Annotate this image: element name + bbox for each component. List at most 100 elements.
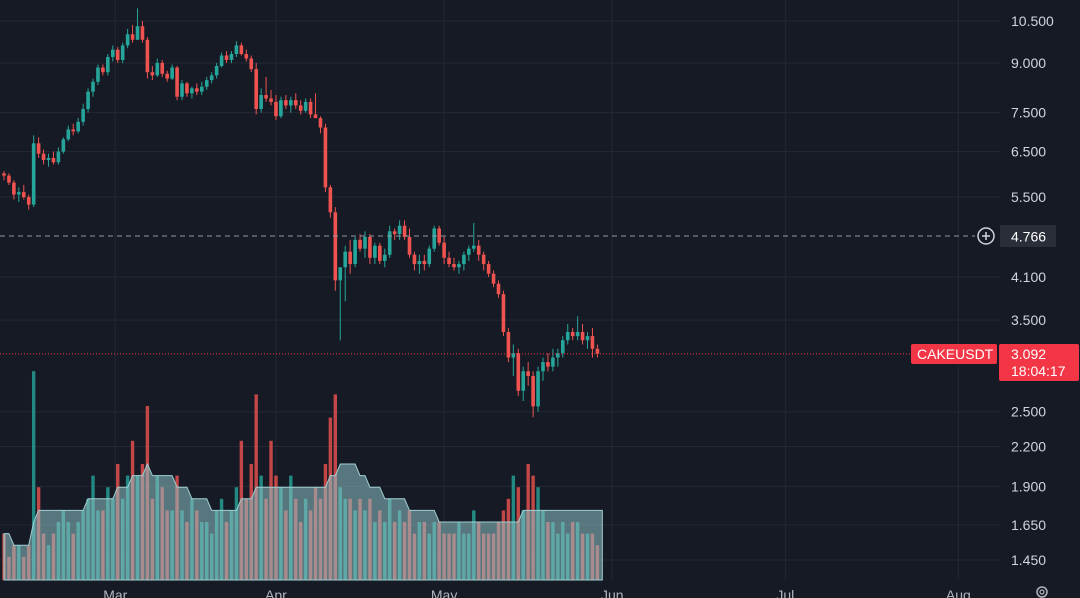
gear-icon[interactable] <box>1036 586 1048 598</box>
time-tick-label: Jul <box>776 587 794 598</box>
price-tick-label: 7.500 <box>1011 105 1046 121</box>
candle-body <box>46 157 51 161</box>
candle-body <box>170 67 174 79</box>
last-price-label: 3.092 <box>1011 346 1046 362</box>
candle-body <box>71 129 76 132</box>
candle-body <box>348 251 352 265</box>
time-tick-label: Aug <box>946 587 971 598</box>
candle-body <box>279 100 283 117</box>
candle-body <box>551 357 555 367</box>
crosshair-tag-bg <box>1000 225 1056 247</box>
candle-body <box>452 264 456 268</box>
candle-body <box>115 49 120 60</box>
candle-body <box>110 49 115 57</box>
candle-body <box>358 239 362 249</box>
candle-body <box>66 129 71 140</box>
candle-body <box>145 39 150 73</box>
candle-body <box>140 26 145 40</box>
candle-body <box>274 101 278 117</box>
candle-body <box>244 54 249 59</box>
candle-body <box>293 100 298 106</box>
candle-body <box>531 376 535 407</box>
candle-body <box>96 67 100 82</box>
candle-body <box>224 55 229 60</box>
candle-body <box>264 95 268 99</box>
candle-body <box>106 56 110 73</box>
candle-body <box>407 236 412 255</box>
time-tick-label: Apr <box>265 587 287 598</box>
candle-body <box>442 242 446 258</box>
candle-body <box>175 67 179 97</box>
candle-body <box>476 245 481 255</box>
candle-body <box>318 118 323 128</box>
candle-body <box>2 173 6 176</box>
candle-body <box>368 236 372 258</box>
candle-body <box>378 245 382 261</box>
candle-body <box>536 371 540 407</box>
candle-body <box>200 86 204 92</box>
time-axis[interactable]: Mar Apr May Jun Jul Aug <box>103 587 971 598</box>
candle-body <box>219 55 224 67</box>
candle-body <box>382 254 387 261</box>
time-tick-label: May <box>431 587 457 598</box>
candle-body <box>190 88 194 94</box>
candle-body <box>560 340 565 354</box>
candle-body <box>120 45 125 60</box>
candle-body <box>481 254 486 265</box>
candle-body <box>298 105 303 111</box>
candle-body <box>580 332 585 341</box>
candle-body <box>204 80 209 87</box>
plus-circle-icon[interactable] <box>977 227 995 245</box>
candle-body <box>36 143 41 154</box>
candle-body <box>496 283 501 295</box>
candlesticks <box>2 8 600 418</box>
last-price-tag-bg <box>999 344 1079 381</box>
candle-body <box>51 157 56 163</box>
candle-body <box>467 248 471 255</box>
candle-body <box>180 83 184 97</box>
candle-body <box>486 264 491 274</box>
candle-body <box>338 267 343 281</box>
candle-body <box>81 108 85 122</box>
candle-body <box>17 192 21 195</box>
price-tick-label: 3.500 <box>1011 312 1046 328</box>
crosshair-price-tag: 4.766 <box>1000 225 1056 247</box>
price-axis[interactable]: 10.500 9.000 7.500 6.500 5.500 4.100 3.500 2.50… <box>1011 13 1054 568</box>
candle-body <box>234 45 239 55</box>
price-tick-label: 9.000 <box>1011 55 1046 71</box>
price-tick-label: 2.500 <box>1011 404 1046 420</box>
candle-body <box>575 332 580 337</box>
candle-body <box>565 332 570 341</box>
candle-body <box>284 100 288 106</box>
candle-body <box>392 231 397 235</box>
candle-body <box>516 353 521 391</box>
price-tick-label: 5.500 <box>1011 189 1046 205</box>
candle-body <box>412 254 417 265</box>
candle-body <box>402 225 407 237</box>
candle-body <box>76 121 80 132</box>
symbol-price-tag: CAKEUSDT 3.092 18:04:17 <box>911 344 1079 381</box>
symbol-label: CAKEUSDT <box>917 346 994 362</box>
candle-body <box>41 153 46 161</box>
candle-body <box>308 101 313 115</box>
candle-body <box>417 260 422 265</box>
candle-body <box>457 264 461 268</box>
time-tick-label: Mar <box>103 587 127 598</box>
candle-body <box>209 75 214 81</box>
add-alert-button[interactable] <box>977 227 995 245</box>
candle-body <box>471 245 476 249</box>
price-tick-label: 1.900 <box>1011 478 1046 494</box>
candle-body <box>556 353 560 358</box>
candle-body <box>195 88 199 92</box>
candle-body <box>570 332 575 337</box>
candle-body <box>447 257 451 265</box>
candle-body <box>150 72 155 76</box>
candle-body <box>328 187 333 213</box>
candle-body <box>130 34 135 40</box>
price-tick-label: 2.200 <box>1011 439 1046 455</box>
candle-body <box>590 336 595 349</box>
price-tick-label: 10.500 <box>1011 13 1054 29</box>
candle-body <box>165 73 169 79</box>
candle-body <box>541 362 545 372</box>
